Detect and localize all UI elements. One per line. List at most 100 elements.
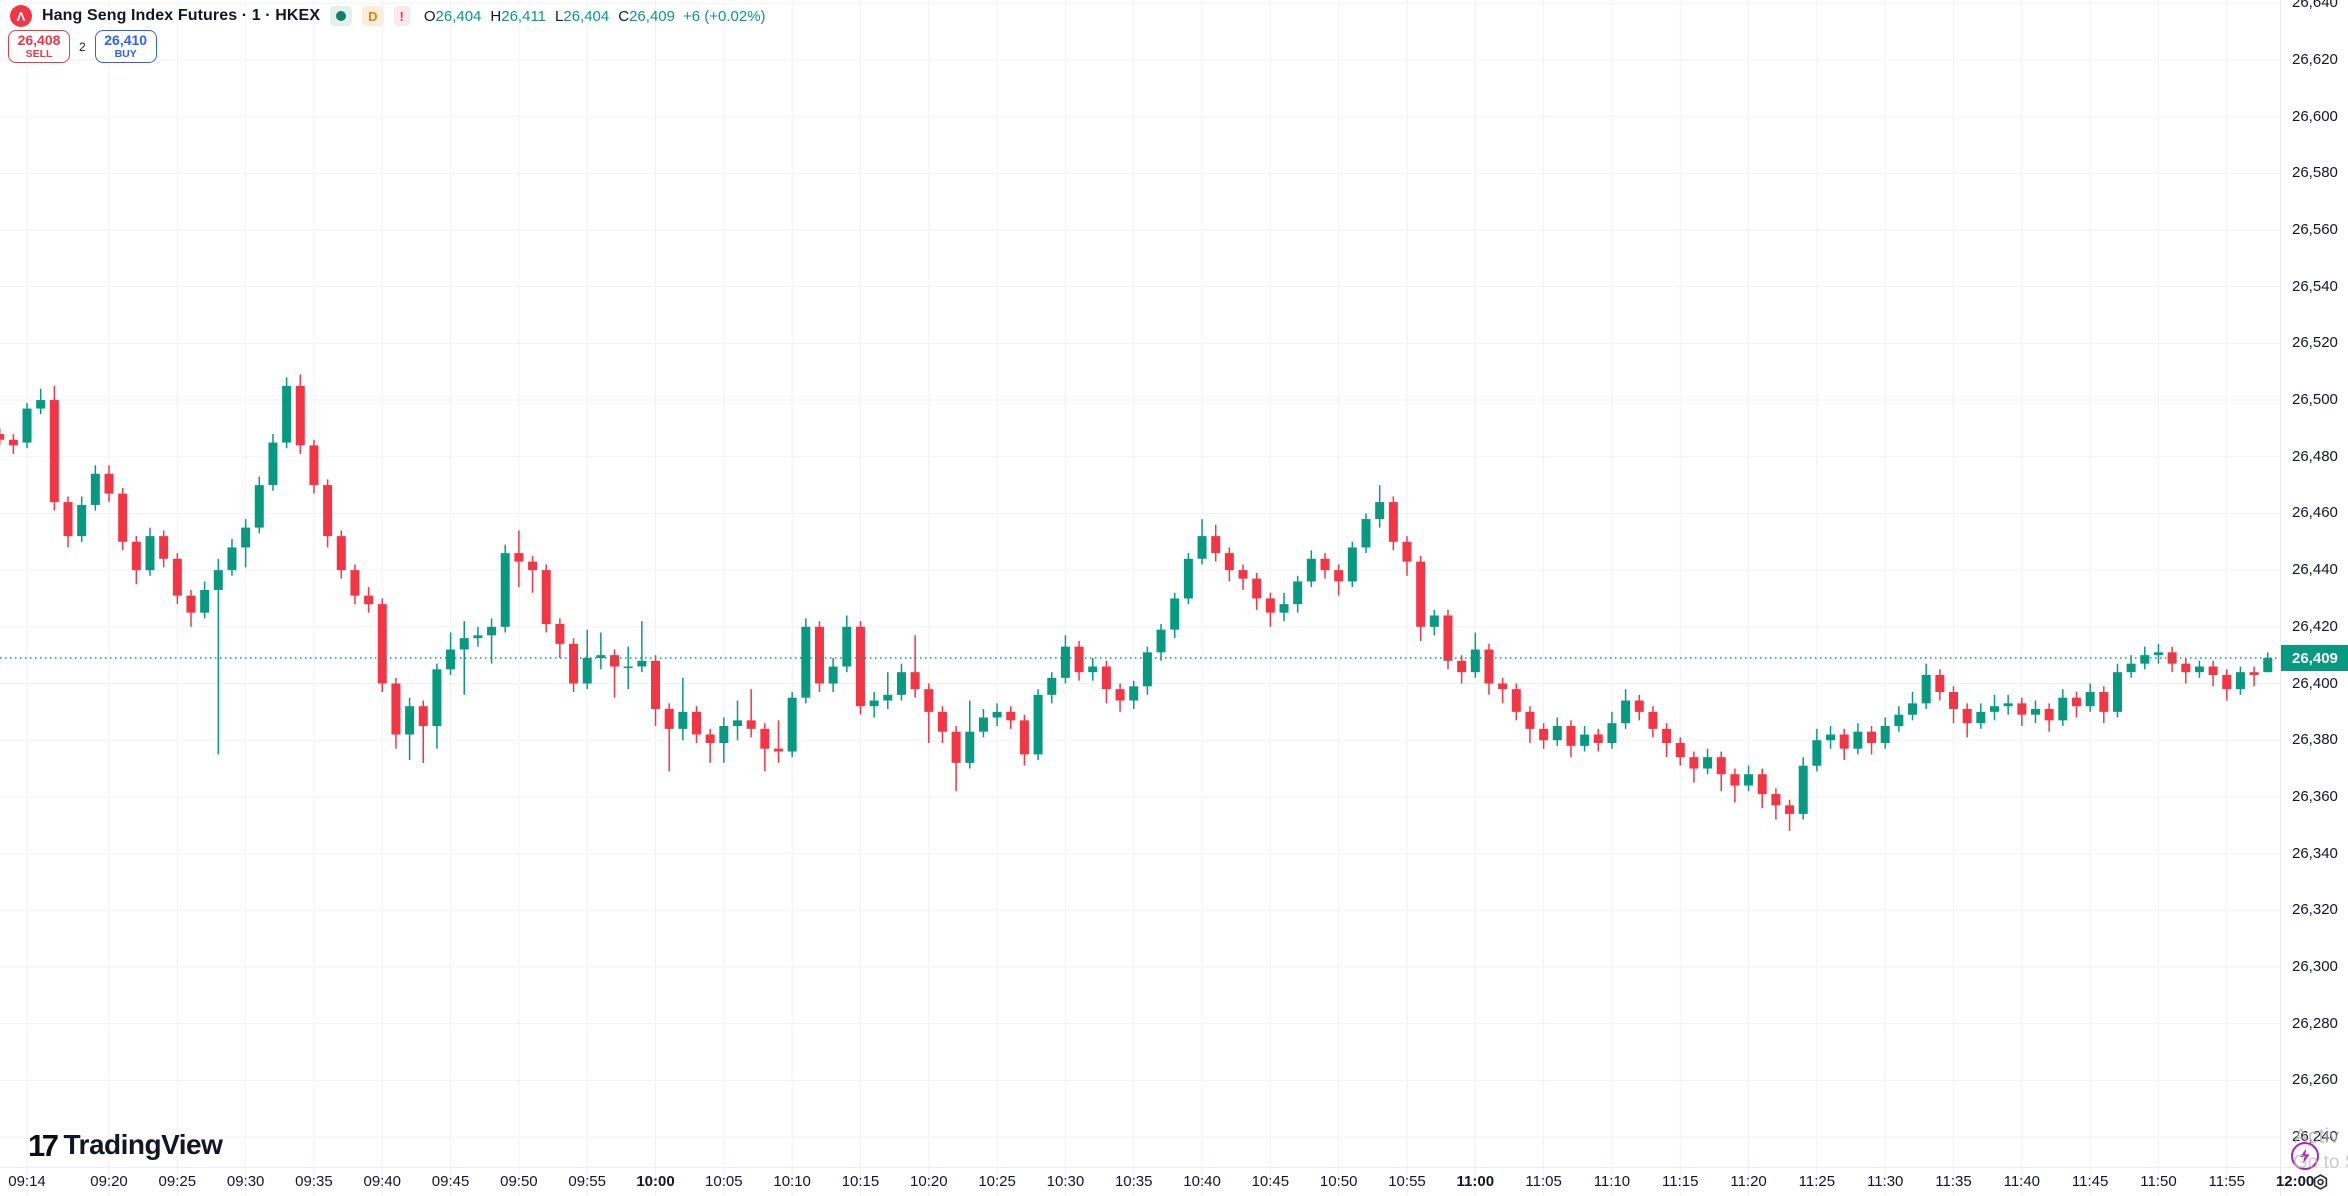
price-tick-label: 26,440 [2292,561,2338,579]
candle-body [992,711,1002,718]
price-tick-label: 26,620 [2292,50,2338,68]
time-tick-label: 10:10 [773,1173,811,1190]
time-tick-label: 09:40 [363,1173,402,1190]
time-tick-label: 09:55 [568,1173,606,1190]
candle-body [1320,558,1330,571]
candle-body [49,400,59,503]
sell-button[interactable]: 26,408 SELL [8,30,70,63]
candle-body [1033,694,1043,755]
candle-body [1662,728,1672,744]
alert-badge[interactable]: ! [393,6,410,26]
change-value: +6 (+0.02%) [682,7,766,25]
price-tick-label: 26,580 [2292,164,2338,182]
candle-body [719,726,729,744]
candle-body [200,589,210,613]
candle-body [2099,692,2109,712]
buy-label: BUY [114,47,137,60]
candle-body [227,547,237,571]
candle-body [528,561,538,571]
buy-button[interactable]: 26,410 BUY [94,30,157,63]
candle-body [937,711,947,732]
candle-body [664,709,674,729]
candle-body [1443,615,1453,661]
candle-body [1101,666,1111,690]
candle-body [309,445,319,486]
current-price-badge: 26,409 [2281,645,2348,671]
price-tick-label: 26,640 [2292,0,2338,12]
candle-body [1949,692,1959,710]
buy-price: 26,410 [104,32,148,49]
time-tick-label: 10:55 [1388,1173,1426,1190]
candle-body [637,660,647,667]
candle-body [1580,734,1590,746]
candle-body [965,731,975,763]
candle-body [1197,536,1207,559]
candle-body [1238,570,1248,579]
candle-body [1839,734,1849,749]
candle-body [787,697,797,752]
sell-price: 26,408 [17,32,61,49]
candle-body [1566,726,1576,746]
axis-settings-gear-icon[interactable] [2311,1173,2330,1192]
candle-body [1785,805,1795,814]
symbol-title[interactable]: Hang Seng Index Futures · 1 · HKEX [42,7,321,24]
trade-panel: 26,408 SELL 2 26,410 BUY [8,30,157,63]
candle-body [2112,672,2122,712]
time-tick-label: 09:45 [431,1173,470,1190]
candle-body [910,672,920,690]
candle-body [1156,629,1166,653]
candle-body [364,595,374,605]
candle-body [213,570,223,590]
market-status-pill[interactable] [330,6,353,26]
candle-body [1019,720,1029,755]
price-tick-label: 26,460 [2292,504,2338,522]
candle-body [1675,743,1685,758]
time-tick-label: 11:15 [1662,1173,1699,1190]
candle-body [1484,649,1494,684]
time-tick-label: 11:00 [1456,1173,1495,1190]
high-value: 26,411 [501,7,547,25]
time-tick-label: 10:00 [636,1173,675,1190]
ohlc-readout: O 26,404 H 26,411 L 26,404 C 26,409 +6 (… [424,8,766,25]
candle-body [924,689,934,712]
candle-body [1908,703,1918,715]
time-axis-separator [0,1167,2348,1168]
candle-body [1921,675,1931,704]
price-tick-label: 26,540 [2292,277,2338,295]
candle-body [896,672,906,695]
candle-body [0,434,5,440]
symbol-logo-icon[interactable]: Λ [10,5,32,27]
candle-body [159,536,169,559]
candle-body [1880,726,1890,744]
candle-body [1621,700,1631,724]
time-tick-label: 09:20 [90,1173,128,1190]
price-tick-label: 26,480 [2292,447,2338,465]
candle-body [2030,709,2040,715]
candle-body [1429,615,1439,627]
candle-body [2263,658,2273,673]
candle-body [1170,598,1180,630]
candle-body [1607,723,1617,744]
candle-body [418,706,428,727]
candle-body [760,728,770,749]
price-tick-label: 26,240 [2292,1128,2338,1146]
candle-body [2044,709,2054,721]
market-status-dot-icon [336,11,347,21]
price-tick-label: 26,420 [2292,617,2338,635]
time-tick-label: 11:35 [1935,1173,1972,1190]
daily-interval-badge[interactable]: D [362,6,384,26]
price-tick-label: 26,340 [2292,844,2338,862]
candle-body [1648,711,1658,729]
candle-body [692,711,702,735]
tradingview-logo[interactable]: 17 TradingView [28,1129,223,1161]
close-label: C [618,7,630,25]
candle-body [541,570,551,624]
candle-body [842,626,852,667]
candle-body [1744,774,1754,786]
candle-body [186,595,196,613]
candle-body [63,502,73,537]
candle-body [391,683,401,735]
candle-body [1935,675,1945,693]
instant-trading-button[interactable] [2291,1142,2319,1170]
